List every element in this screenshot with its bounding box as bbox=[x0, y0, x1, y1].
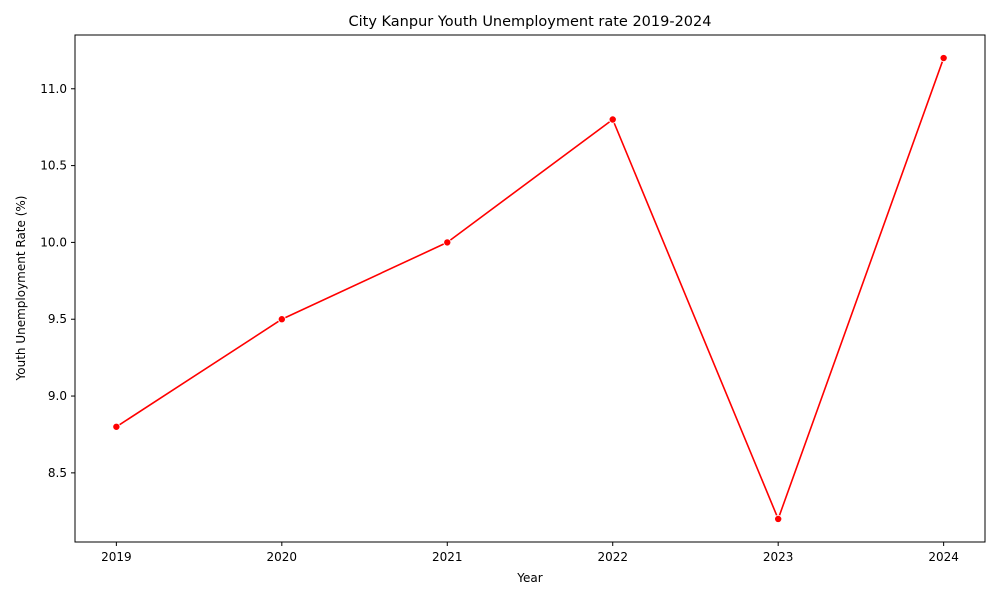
y-tick-label: 9.5 bbox=[48, 312, 67, 326]
x-tick-label: 2020 bbox=[267, 550, 298, 564]
data-point bbox=[277, 315, 286, 324]
data-point bbox=[112, 422, 121, 431]
data-point bbox=[939, 54, 948, 63]
data-point bbox=[608, 115, 617, 124]
y-tick-label: 8.5 bbox=[48, 466, 67, 480]
y-axis-ticks: 8.5 9.0 9.5 10.0 10.5 11.0 bbox=[40, 82, 75, 480]
data-point bbox=[443, 238, 452, 247]
x-axis-label: Year bbox=[516, 571, 542, 585]
y-axis-label: Youth Unemployment Rate (%) bbox=[14, 196, 28, 382]
x-tick-label: 2019 bbox=[101, 550, 132, 564]
plot-area-frame bbox=[74, 34, 986, 543]
y-tick-label: 9.0 bbox=[48, 389, 67, 403]
series-line bbox=[115, 57, 945, 520]
series-layer bbox=[112, 54, 948, 523]
chart-title: City Kanpur Youth Unemployment rate 2019… bbox=[349, 14, 712, 30]
y-tick-label: 10.5 bbox=[40, 159, 67, 173]
x-tick-label: 2024 bbox=[928, 550, 959, 564]
y-tick-label: 10.0 bbox=[40, 235, 67, 249]
x-tick-label: 2021 bbox=[432, 550, 463, 564]
data-point bbox=[774, 514, 783, 523]
x-axis-ticks: 2019 2020 2021 2022 2023 2024 bbox=[101, 542, 959, 564]
x-tick-label: 2022 bbox=[597, 550, 628, 564]
x-tick-label: 2023 bbox=[763, 550, 794, 564]
y-tick-label: 11.0 bbox=[40, 82, 67, 96]
